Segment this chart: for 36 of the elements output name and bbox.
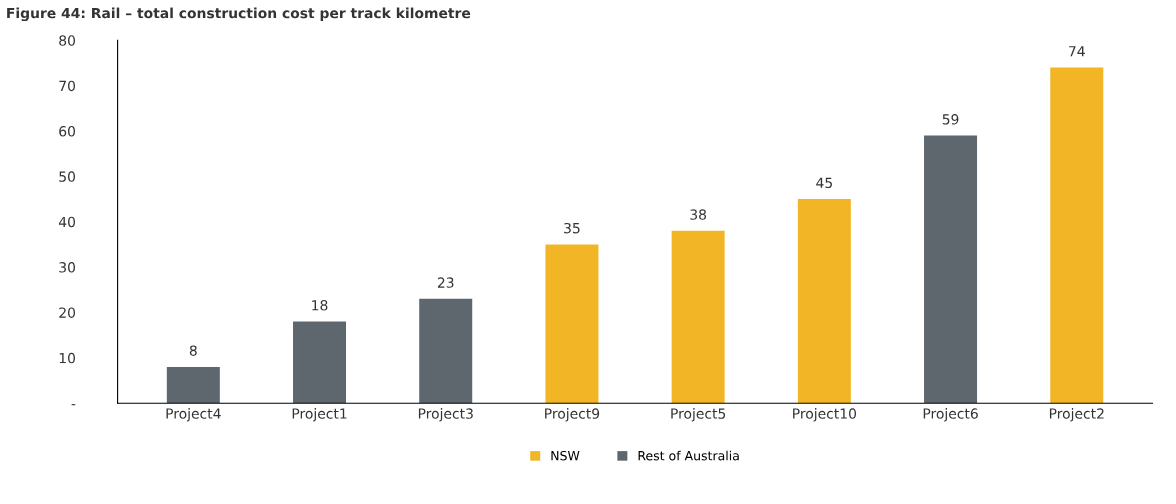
x-tick-label: Project1 [292,408,347,422]
data-label: 8 [189,345,197,356]
y-tick-label: 50 [59,171,76,182]
bar [419,298,473,404]
data-label: 74 [1069,46,1085,57]
data-label: 45 [816,177,832,189]
data-label: 23 [437,277,454,288]
bar [1050,67,1104,404]
y-tick-label: 70 [59,80,76,92]
x-tick-label: Project3 [418,408,473,422]
data-label: 59 [942,114,959,125]
legend-label: Rest of Australia [638,450,739,461]
x-tick-label: Project10 [793,408,857,422]
x-tick-label: Project9 [545,408,600,422]
y-tick-label: 20 [59,307,76,318]
x-tick-label: Project2 [1049,408,1104,422]
data-label: 38 [690,209,707,220]
bar [924,135,978,404]
bar [671,230,725,404]
y-tick-label: 10 [59,352,76,364]
x-tick-label: Project4 [166,408,221,422]
chart-title: Figure 44: Rail – total construction cost per track kilometre [7,7,471,22]
bar [293,321,347,404]
y-tick-label: 30 [59,262,76,273]
y-tick-label: 40 [58,216,76,228]
data-label: 35 [564,222,580,234]
bar [166,366,220,404]
y-tick-label: - [71,404,76,406]
bar [545,244,599,404]
y-tick-label: 80 [59,35,76,46]
data-label: 18 [312,300,328,311]
bar [797,199,851,404]
legend-label: NSW [551,450,580,461]
x-tick-label: Project6 [923,408,978,422]
x-tick-label: Project5 [671,408,726,422]
y-tick-label: 60 [59,126,76,137]
